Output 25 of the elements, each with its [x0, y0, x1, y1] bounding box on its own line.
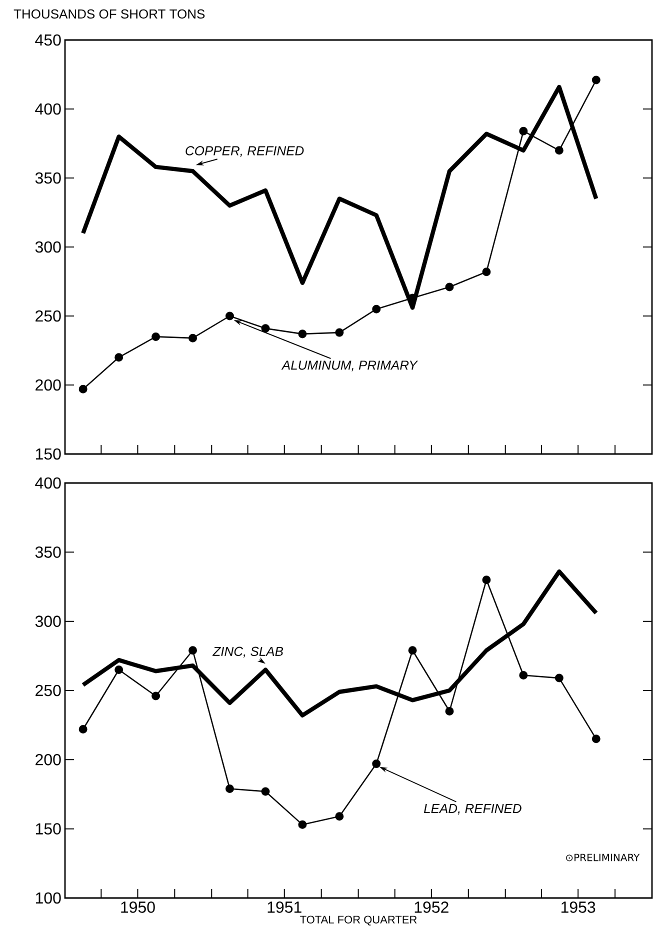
y-tick-label: 300: [35, 241, 61, 253]
y-tick-label: 100: [36, 892, 61, 904]
y-tick-label: 200: [36, 379, 61, 391]
y-axis-title: THOUSANDS OF SHORT TONS: [14, 9, 205, 19]
y-tick-label: 250: [36, 684, 61, 696]
series-label: COPPER, REFINED: [186, 146, 304, 157]
y-tick-label: 400: [35, 477, 61, 489]
y-tick-label: 350: [35, 546, 61, 558]
x-tick-label: 1950: [121, 902, 155, 913]
y-tick-label: 400: [35, 103, 61, 115]
y-tick-label: 450: [35, 34, 61, 46]
x-tick-label: 1953: [561, 902, 596, 913]
annotation: ⊙PRELIMINARY: [566, 854, 640, 862]
series-label: ZINC, SLAB: [212, 646, 284, 658]
x-tick-label: 1952: [414, 902, 448, 913]
y-tick-label: 300: [35, 616, 61, 627]
y-tick-label: 150: [36, 823, 61, 834]
text: ALUMINUM, PRIMARY: [281, 360, 418, 372]
text: LEAD, REFINED: [424, 804, 522, 815]
y-tick-label: 250: [36, 310, 61, 322]
y-tick-label: 200: [36, 754, 61, 766]
y-tick-label: 150: [36, 448, 61, 460]
x-axis-title: TOTAL FOR QUARTER: [300, 916, 417, 926]
x-tick-label: 1951: [268, 902, 302, 913]
y-tick-label: 350: [35, 172, 61, 184]
